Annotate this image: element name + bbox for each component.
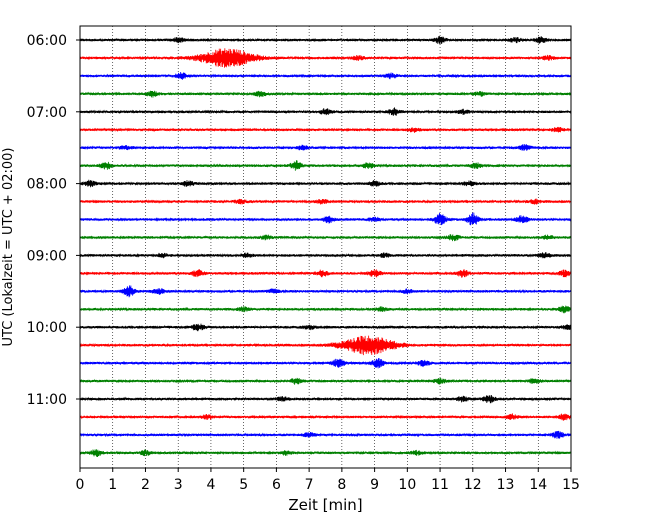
x-tick-label: 5 bbox=[239, 477, 248, 493]
x-tick-label: 0 bbox=[76, 477, 85, 493]
trace-line bbox=[79, 107, 572, 116]
trace-line bbox=[79, 234, 572, 242]
y-tick-label: 06:00 bbox=[27, 33, 67, 49]
x-tick-label: 13 bbox=[497, 477, 515, 493]
y-tick-label: 11:00 bbox=[27, 392, 67, 408]
x-tick-label: 3 bbox=[174, 477, 183, 493]
trace-line bbox=[79, 90, 572, 98]
trace-line bbox=[79, 48, 572, 68]
x-tick-label: 4 bbox=[206, 477, 215, 493]
trace-line bbox=[79, 430, 572, 439]
x-tick-label: 6 bbox=[272, 477, 281, 493]
trace-line bbox=[79, 126, 572, 133]
x-tick-label: 1 bbox=[108, 477, 117, 493]
trace-line bbox=[79, 36, 572, 45]
trace-line bbox=[79, 198, 572, 205]
x-tick-label: 11 bbox=[431, 477, 449, 493]
trace-line bbox=[79, 252, 572, 259]
trace-line bbox=[79, 377, 572, 385]
trace-line bbox=[79, 179, 572, 188]
x-axis: 0 1 2 3 4 5 6 7 8 9 10 11 12 13 14 15 bbox=[76, 468, 580, 493]
x-tick-label: 15 bbox=[562, 477, 580, 493]
trace-line bbox=[79, 305, 572, 314]
trace-line bbox=[79, 394, 572, 404]
x-tick-label: 7 bbox=[305, 477, 314, 493]
trace-line bbox=[79, 160, 572, 171]
y-tick-label: 09:00 bbox=[27, 248, 67, 264]
trace-line bbox=[79, 212, 572, 226]
x-tick-label: 8 bbox=[337, 477, 346, 493]
x-tick-label: 2 bbox=[141, 477, 150, 493]
x-tick-label: 9 bbox=[370, 477, 379, 493]
traces bbox=[79, 36, 572, 458]
trace-line bbox=[79, 335, 572, 356]
x-tick-label: 14 bbox=[529, 477, 547, 493]
trace-line bbox=[79, 269, 572, 278]
trace-line bbox=[79, 71, 572, 80]
y-axis: 06:00 07:00 08:00 09:00 10:00 11:00 bbox=[27, 33, 80, 408]
trace-line bbox=[79, 358, 572, 369]
x-tick-label: 12 bbox=[464, 477, 482, 493]
plot-frame bbox=[79, 25, 572, 469]
trace-line bbox=[79, 285, 572, 298]
trace-line bbox=[79, 413, 572, 421]
x-tick-label: 10 bbox=[398, 477, 416, 493]
y-tick-label: 07:00 bbox=[27, 105, 67, 121]
trace-line bbox=[79, 323, 572, 332]
y-axis-label: UTC (Lokalzeit = UTC + 02:00) bbox=[1, 148, 16, 347]
y-tick-label: 08:00 bbox=[27, 177, 67, 193]
x-axis-label: Zeit [min] bbox=[288, 496, 362, 514]
y-tick-label: 10:00 bbox=[27, 320, 67, 336]
trace-line bbox=[79, 449, 572, 458]
trace-line bbox=[79, 144, 572, 152]
